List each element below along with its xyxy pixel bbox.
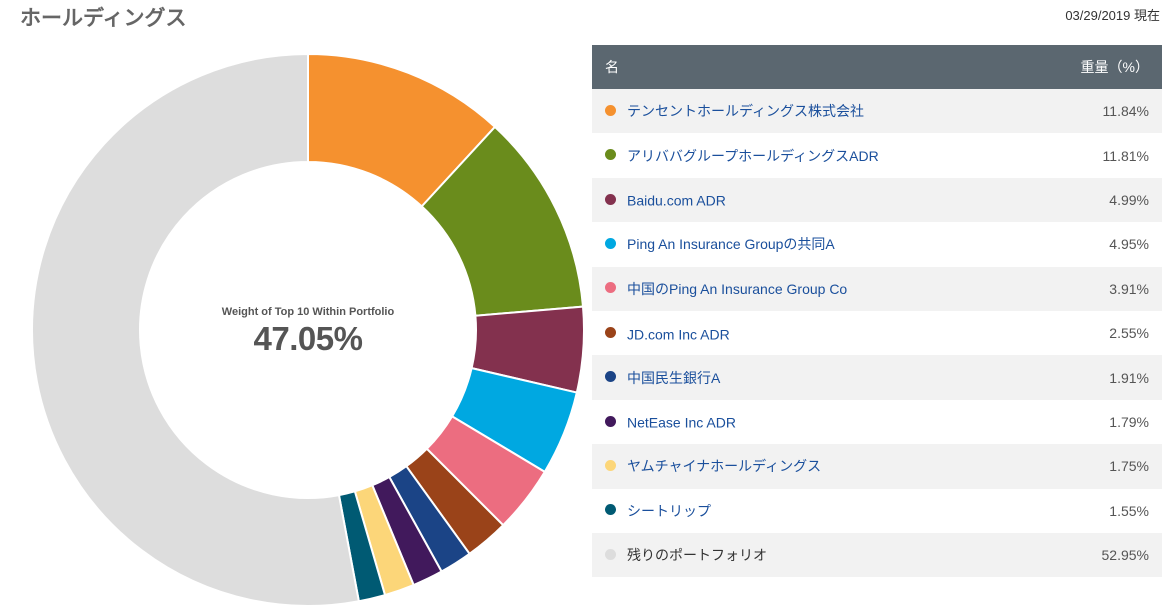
holding-name-link[interactable]: シートリップ xyxy=(627,502,711,519)
holding-name-link[interactable]: 中国民生銀行A xyxy=(627,369,721,386)
holding-name-cell: シートリップ xyxy=(592,488,1026,533)
holding-weight: 3.91% xyxy=(1025,266,1162,311)
table-row: シートリップ 1.55% xyxy=(592,488,1162,533)
holdings-table-body: テンセントホールディングス株式会社 11.84% アリババグループホールディングスA… xyxy=(592,89,1162,578)
holding-name-cell: テンセントホールディングス株式会社 xyxy=(592,89,1026,134)
legend-dot-icon xyxy=(605,237,616,249)
legend-dot-icon xyxy=(605,548,616,560)
page-title: ホールディングス xyxy=(20,7,187,30)
table-row: アリババグループホールディングスADR 11.81% xyxy=(592,133,1162,178)
table-row: NetEase Inc ADR 1.79% xyxy=(592,399,1162,445)
holding-weight: 4.99% xyxy=(1025,177,1162,223)
holding-weight: 52.95% xyxy=(1025,532,1162,578)
table-row: JD.com Inc ADR 2.55% xyxy=(592,310,1162,356)
holding-name-link[interactable]: Baidu.com ADR xyxy=(627,192,726,209)
table-header-row: 名 重量（%） xyxy=(592,45,1162,89)
donut-svg xyxy=(31,52,585,607)
holdings-table: 名 重量（%） テンセントホールディングス株式会社 11.84% アリババグループホ… xyxy=(592,45,1162,578)
holding-name-cell: JD.com Inc ADR xyxy=(592,310,1026,356)
holding-name-cell: Baidu.com ADR xyxy=(592,177,1026,223)
holding-name-cell: アリババグループホールディングスADR xyxy=(592,133,1026,178)
holding-name-link[interactable]: ヤムチャイナホールディングス xyxy=(627,458,822,475)
legend-dot-icon xyxy=(605,194,616,206)
holding-name-cell: NetEase Inc ADR xyxy=(592,399,1026,445)
legend-dot-icon xyxy=(605,149,616,161)
legend-dot-icon xyxy=(605,282,616,294)
holding-name-cell: 中国民生銀行A xyxy=(592,355,1026,400)
table-row: Baidu.com ADR 4.99% xyxy=(592,177,1162,223)
holding-name-link[interactable]: NetEase Inc ADR xyxy=(627,414,736,431)
donut-center-label: Weight of Top 10 Within Portfolio xyxy=(221,306,395,318)
table-row: 残りのポートフォリオ 52.95% xyxy=(592,532,1162,578)
table-row: Ping An Insurance Groupの共同A 4.95% xyxy=(592,222,1162,267)
holding-weight: 11.81% xyxy=(1025,133,1162,178)
legend-dot-icon xyxy=(605,504,616,516)
holdings-donut-chart: Weight of Top 10 Within Portfolio 47.05% xyxy=(30,52,586,608)
holding-name-cell: 中国のPing An Insurance Group Co xyxy=(592,266,1026,311)
holding-weight: 1.55% xyxy=(1025,488,1162,533)
holding-name-cell: 残りのポートフォリオ xyxy=(592,532,1026,578)
column-header-name[interactable]: 名 xyxy=(592,45,1026,89)
legend-dot-icon xyxy=(605,371,616,383)
holding-weight: 2.55% xyxy=(1025,310,1162,356)
legend-dot-icon xyxy=(605,416,616,428)
holding-name-cell: ヤムチャイナホールディングス xyxy=(592,444,1026,489)
table-row: テンセントホールディングス株式会社 11.84% xyxy=(592,89,1162,134)
holding-weight: 11.84% xyxy=(1025,89,1162,134)
legend-dot-icon xyxy=(605,104,616,116)
holding-weight: 1.91% xyxy=(1025,355,1162,400)
as-of-date: 03/29/2019 現在 xyxy=(1065,8,1160,23)
column-header-weight[interactable]: 重量（%） xyxy=(1025,45,1162,89)
holding-name-link[interactable]: 中国のPing An Insurance Group Co xyxy=(627,280,848,297)
holding-name-link[interactable]: JD.com Inc ADR xyxy=(627,325,730,342)
legend-dot-icon xyxy=(605,459,616,471)
table-row: 中国民生銀行A 1.91% xyxy=(592,355,1162,400)
holding-name-link[interactable]: テンセントホールディングス株式会社 xyxy=(627,103,865,120)
holding-name: 残りのポートフォリオ xyxy=(627,547,767,564)
donut-center-value: 47.05% xyxy=(253,320,363,357)
holding-name-cell: Ping An Insurance Groupの共同A xyxy=(592,222,1026,267)
table-row: ヤムチャイナホールディングス 1.75% xyxy=(592,444,1162,489)
holding-name-link[interactable]: Ping An Insurance Groupの共同A xyxy=(627,236,835,253)
holding-weight: 1.79% xyxy=(1025,399,1162,445)
table-row: 中国のPing An Insurance Group Co 3.91% xyxy=(592,266,1162,311)
holding-weight: 4.95% xyxy=(1025,222,1162,267)
legend-dot-icon xyxy=(605,327,616,339)
holding-weight: 1.75% xyxy=(1025,444,1162,489)
holding-name-link[interactable]: アリババグループホールディングスADR xyxy=(627,147,879,164)
donut-slice-11[interactable] xyxy=(31,52,361,607)
